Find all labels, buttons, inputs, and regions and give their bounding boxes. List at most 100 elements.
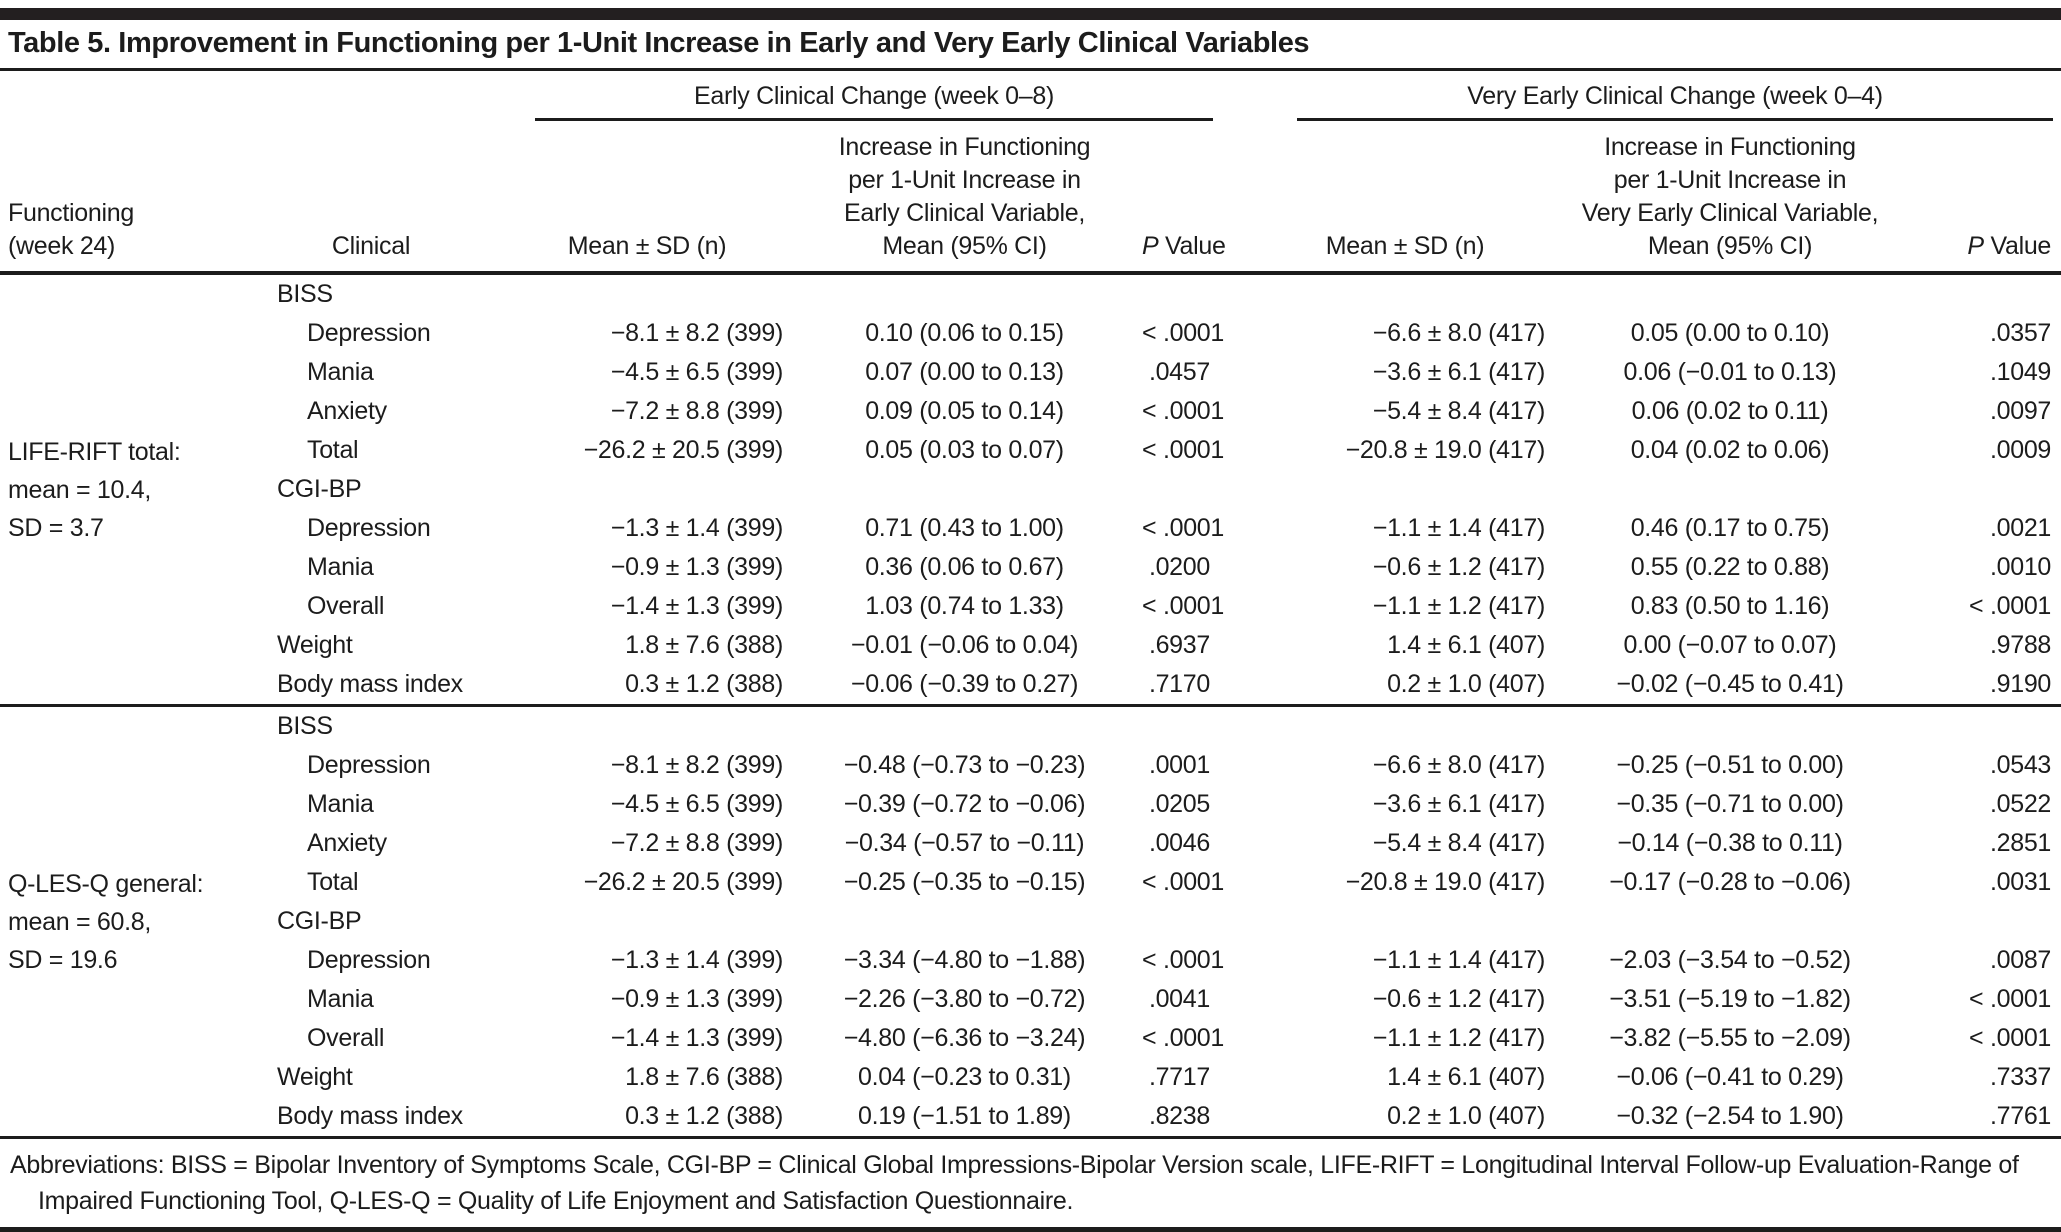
- very-early-mean-sd-cell: [1255, 902, 1555, 941]
- table-row: Body mass index 0.3 ± 1.2 (388) −0.06 (−…: [0, 665, 2061, 706]
- abbreviations-footnote: Abbreviations: BISS = Bipolar Inventory …: [10, 1151, 2019, 1215]
- very-early-pvalue-cell: .0543: [1989, 751, 2052, 779]
- very-early-ci-cell: [1555, 704, 1905, 746]
- early-ci-cell: −0.48 (−0.73 to −0.23): [843, 751, 1086, 779]
- very-early-group-header-cell: Very Early Clinical Change (week 0–4): [1255, 71, 2061, 121]
- table-row: Mania −4.5 ± 6.5 (399) −0.39 (−0.72 to −…: [0, 785, 2061, 824]
- clinical-label-cell: Overall: [307, 1024, 385, 1052]
- very-early-mean-sd-cell: −20.8 ± 19.0 (417): [1345, 868, 1546, 896]
- very-early-mean-sd-column-header: Mean ± SD (n): [1255, 121, 1555, 275]
- very-early-ci-cell: −0.14 (−0.38 to 0.11): [1617, 829, 1843, 857]
- very-early-pvalue-cell: .7337: [1989, 1063, 2052, 1091]
- table-row: Total −26.2 ± 20.5 (399) 0.05 (0.03 to 0…: [0, 431, 2061, 470]
- early-ci-cell: 0.07 (0.00 to 0.13): [865, 358, 1064, 386]
- very-early-pvalue-cell: .9190: [1989, 670, 2052, 698]
- table-header: Early Clinical Change (week 0–8) Very Ea…: [0, 71, 2061, 275]
- early-mean-sd-cell: 1.8 ± 7.6 (388): [625, 631, 783, 659]
- very-early-mean-sd-cell: −6.6 ± 8.0 (417): [1372, 319, 1546, 347]
- very-early-ci-cell: 0.83 (0.50 to 1.16): [1630, 592, 1830, 620]
- very-early-mean-sd-cell: −1.1 ± 1.2 (417): [1372, 1024, 1546, 1052]
- early-pvalue-cell: .8238: [1148, 1102, 1210, 1130]
- very-early-mean-sd-cell: [1255, 704, 1555, 746]
- bottom-rule-bar: [0, 1227, 2061, 1232]
- table-row: CGI-BP: [0, 470, 2061, 509]
- clinical-label-cell: BISS: [277, 280, 333, 308]
- table-row: Anxiety −7.2 ± 8.8 (399) 0.09 (0.05 to 0…: [0, 392, 2061, 431]
- very-early-pvalue-cell: .0021: [1989, 514, 2052, 542]
- table-row: LIFE-RIFT total: mean = 10.4, SD = 3.7 B…: [0, 273, 2061, 542]
- early-mean-sd-cell: [507, 470, 787, 509]
- very-early-ci-cell: 0.05 (0.00 to 0.10): [1630, 319, 1830, 347]
- early-pvalue-column-header: P Value: [1142, 121, 1255, 275]
- early-mean-sd-cell: −0.9 ± 1.3 (399): [610, 985, 784, 1013]
- very-early-mean-sd-cell: [1255, 470, 1555, 509]
- clinical-label-cell: Total: [307, 436, 359, 464]
- early-pvalue-cell: < .0001: [1142, 436, 1225, 464]
- top-rule-bar: [0, 8, 2061, 20]
- table-row: Anxiety −7.2 ± 8.8 (399) −0.34 (−0.57 to…: [0, 824, 2061, 863]
- very-early-pvalue-column-header: P Value: [1905, 121, 2061, 275]
- early-ci-cell: 0.10 (0.06 to 0.15): [865, 319, 1064, 347]
- early-ci-cell: −0.25 (−0.35 to −0.15): [843, 868, 1086, 896]
- early-ci-cell: 0.71 (0.43 to 1.00): [865, 514, 1064, 542]
- clinical-label-cell: Weight: [277, 631, 353, 659]
- very-early-pvalue-cell: .0522: [1989, 790, 2052, 818]
- early-pvalue-cell: [1142, 273, 1255, 314]
- clinical-label-cell: Body mass index: [277, 1102, 463, 1130]
- very-early-ci-cell: −0.06 (−0.41 to 0.29): [1616, 1063, 1844, 1091]
- table-row: Depression −8.1 ± 8.2 (399) 0.10 (0.06 t…: [0, 314, 2061, 353]
- very-early-mean-sd-cell: 1.4 ± 6.1 (407): [1387, 631, 1545, 659]
- early-mean-sd-cell: −26.2 ± 20.5 (399): [583, 436, 784, 464]
- table-title: Table 5. Improvement in Functioning per …: [0, 20, 2061, 71]
- very-early-mean-sd-cell: 0.2 ± 1.0 (407): [1387, 670, 1545, 698]
- early-mean-sd-cell: −7.2 ± 8.8 (399): [610, 397, 784, 425]
- table-row: Q-LES-Q general: mean = 60.8, SD = 19.6 …: [0, 704, 2061, 1138]
- very-early-ci-cell: 0.55 (0.22 to 0.88): [1630, 553, 1830, 581]
- very-early-mean-sd-cell: −0.6 ± 1.2 (417): [1372, 553, 1546, 581]
- very-early-mean-sd-cell: −0.6 ± 1.2 (417): [1372, 985, 1546, 1013]
- early-group-header-cell: Early Clinical Change (week 0–8): [507, 71, 1255, 121]
- early-ci-cell: −0.01 (−0.06 to 0.04): [850, 631, 1079, 659]
- early-mean-sd-cell: −1.3 ± 1.4 (399): [610, 514, 784, 542]
- section-label: Q-LES-Q general: mean = 60.8, SD = 19.6: [0, 704, 235, 1138]
- early-mean-sd-cell: −4.5 ± 6.5 (399): [610, 790, 784, 818]
- table-row: Mania −4.5 ± 6.5 (399) 0.07 (0.00 to 0.1…: [0, 353, 2061, 392]
- early-pvalue-cell: < .0001: [1142, 397, 1225, 425]
- early-pvalue-cell: < .0001: [1142, 946, 1225, 974]
- early-mean-sd-cell: [507, 704, 787, 746]
- very-early-pvalue-cell: .1049: [1989, 358, 2052, 386]
- early-ci-cell: [787, 470, 1142, 509]
- very-early-mean-sd-cell: 1.4 ± 6.1 (407): [1387, 1063, 1545, 1091]
- table-row: Mania −0.9 ± 1.3 (399) 0.36 (0.06 to 0.6…: [0, 548, 2061, 587]
- early-ci-cell: −0.06 (−0.39 to 0.27): [850, 670, 1079, 698]
- very-early-mean-sd-cell: [1255, 273, 1555, 314]
- section-q-les-q: Q-LES-Q general: mean = 60.8, SD = 19.6 …: [0, 704, 2061, 1138]
- clinical-label-cell: Weight: [277, 1063, 353, 1091]
- clinical-label-cell: Anxiety: [307, 829, 387, 857]
- very-early-pvalue-cell: [1905, 273, 2061, 314]
- very-early-ci-cell: −0.02 (−0.45 to 0.41): [1616, 670, 1844, 698]
- early-ci-cell: −2.26 (−3.80 to −0.72): [843, 985, 1086, 1013]
- early-pvalue-cell: .0205: [1148, 790, 1210, 818]
- very-early-ci-cell: [1555, 902, 1905, 941]
- early-pvalue-cell: .0001: [1148, 751, 1210, 779]
- early-mean-sd-cell: [507, 902, 787, 941]
- clinical-label-cell: Depression: [307, 319, 431, 347]
- early-ci-cell: 0.36 (0.06 to 0.67): [865, 553, 1064, 581]
- early-mean-sd-cell: −1.4 ± 1.3 (399): [610, 592, 784, 620]
- clinical-column-header: Clinical: [235, 121, 507, 275]
- very-early-ci-cell: −0.25 (−0.51 to 0.00): [1616, 751, 1844, 779]
- very-early-mean-sd-cell: −6.6 ± 8.0 (417): [1372, 751, 1546, 779]
- very-early-pvalue-cell: < .0001: [1969, 1024, 2052, 1052]
- early-mean-sd-cell: −8.1 ± 8.2 (399): [610, 751, 784, 779]
- very-early-ci-cell: −3.51 (−5.19 to −1.82): [1609, 985, 1851, 1013]
- very-early-ci-cell: 0.46 (0.17 to 0.75): [1630, 514, 1830, 542]
- very-early-mean-sd-cell: 0.2 ± 1.0 (407): [1387, 1102, 1545, 1130]
- very-early-ci-cell: −3.82 (−5.55 to −2.09): [1609, 1024, 1851, 1052]
- early-mean-sd-cell: −0.9 ± 1.3 (399): [610, 553, 784, 581]
- early-ci-cell: 0.04 (−0.23 to 0.31): [858, 1063, 1071, 1091]
- table-row: Mania −0.9 ± 1.3 (399) −2.26 (−3.80 to −…: [0, 980, 2061, 1019]
- very-early-ci-cell: −0.32 (−2.54 to 1.90): [1616, 1102, 1844, 1130]
- very-early-pvalue-cell: < .0001: [1969, 592, 2052, 620]
- early-mean-sd-column-header: Mean ± SD (n): [507, 121, 787, 275]
